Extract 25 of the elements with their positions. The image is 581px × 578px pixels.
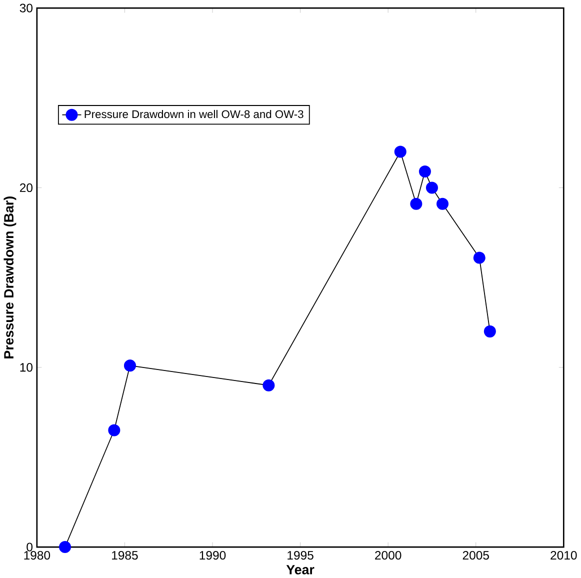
y-tick-label: 30	[20, 4, 32, 12]
x-tick-label: 2005	[462, 550, 489, 560]
y-tick-label: 20	[20, 183, 32, 192]
y-axis-title: Pressure Drawdown (Bar)	[4, 196, 16, 358]
point	[436, 198, 449, 210]
x-tick-label: 1990	[200, 550, 226, 560]
point	[108, 424, 120, 436]
y-tick-label: 0	[26, 542, 32, 552]
x-tick-label: 1995	[288, 550, 314, 560]
x-tick-label: 1985	[112, 550, 138, 560]
point	[410, 198, 422, 210]
point	[418, 165, 431, 178]
x-axis-title: Year	[286, 565, 314, 574]
x-tick-label: 2000	[375, 550, 402, 560]
point	[262, 379, 275, 392]
x-tick-label: 1980	[24, 550, 50, 560]
point	[59, 540, 72, 553]
point	[473, 252, 486, 264]
x-tick-label: 2010	[550, 550, 577, 560]
legend-label: Pressure Drawdown in well OW-8 and OW-3	[84, 110, 304, 118]
y-tick-label: 10	[20, 363, 32, 372]
point	[484, 325, 496, 338]
point	[394, 146, 406, 158]
point	[124, 360, 136, 372]
point	[426, 182, 438, 194]
